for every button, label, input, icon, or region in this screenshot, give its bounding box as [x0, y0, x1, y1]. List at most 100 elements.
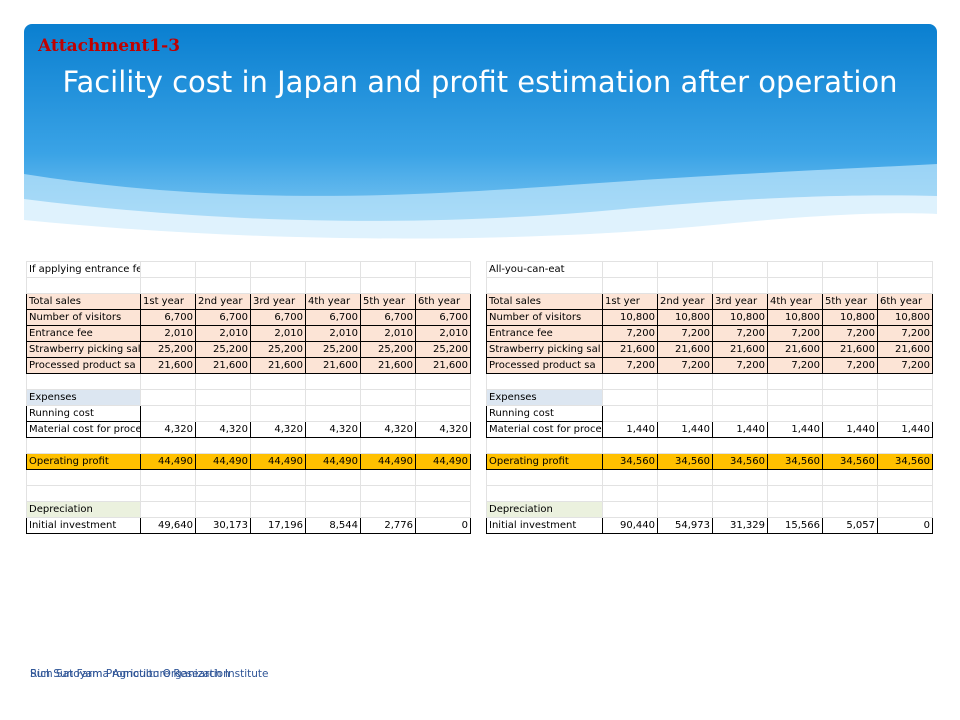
spacer-row	[486, 485, 933, 502]
spacer-row	[486, 469, 933, 486]
table-cell: 21,600	[877, 341, 933, 358]
expenses-row: Expenses	[486, 389, 933, 406]
table-cell: 21,600	[360, 357, 416, 374]
table-cell: 25,200	[140, 341, 196, 358]
table-cell: 34,560	[767, 453, 823, 470]
expenses-label: Expenses	[486, 389, 603, 406]
table-cell: 7,200	[712, 325, 768, 342]
operating-profit-row: Operating profit 34,560 34,560 34,560 34…	[486, 453, 933, 470]
table-cell: 2,010	[305, 325, 361, 342]
year-header: 3rd year	[250, 293, 306, 310]
table-cell: 17,196	[250, 517, 306, 534]
running-cost-row: Running cost	[26, 405, 471, 422]
table-cell: 90,440	[602, 517, 658, 534]
year-header-row: Total sales 1st year 2nd year 3rd year 4…	[26, 293, 471, 310]
year-header: 4th year	[305, 293, 361, 310]
row-label: Operating profit	[486, 453, 603, 470]
row-label: Processed product sa	[486, 357, 603, 374]
title-banner	[24, 24, 937, 240]
table-cell: 21,600	[415, 357, 471, 374]
table-row: Initial investment 49,640 30,173 17,196 …	[26, 517, 471, 534]
table-cell: 7,200	[602, 357, 658, 374]
table-cell: 25,200	[305, 341, 361, 358]
table-cell: 6,700	[195, 309, 251, 326]
table-cell: 8,544	[305, 517, 361, 534]
operating-profit-row: Operating profit 44,490 44,490 44,490 44…	[26, 453, 471, 470]
spacer-row	[486, 373, 933, 390]
depreciation-label: Depreciation	[486, 501, 603, 518]
table-cell: 7,200	[822, 357, 878, 374]
table-cell: 1,440	[712, 421, 768, 438]
table-cell: 34,560	[657, 453, 713, 470]
footer-line-1: Rich Satoyama Agriculture Research Insti…	[30, 668, 269, 680]
table-cell: 25,200	[195, 341, 251, 358]
table-cell: 2,776	[360, 517, 416, 534]
table-cell: 21,600	[822, 341, 878, 358]
table-cell: 1,440	[657, 421, 713, 438]
table-row: Number of visitors 6,700 6,700 6,700 6,7…	[26, 309, 471, 326]
table-cell: 44,490	[250, 453, 306, 470]
row-label: Operating profit	[26, 453, 141, 470]
table-row: Material cost for proce 4,320 4,320 4,32…	[26, 421, 471, 438]
spacer-row	[486, 277, 933, 294]
table-cell: 1,440	[767, 421, 823, 438]
table-cell: 7,200	[877, 325, 933, 342]
row-label: Material cost for proce	[26, 421, 141, 438]
spacer-row	[26, 437, 471, 454]
table-cell: 44,490	[140, 453, 196, 470]
table-row: Material cost for proce 1,440 1,440 1,44…	[486, 421, 933, 438]
table-cell: 0	[877, 517, 933, 534]
table-row: Initial investment 90,440 54,973 31,329 …	[486, 517, 933, 534]
table-cell: 54,973	[657, 517, 713, 534]
table-cell: 21,600	[602, 341, 658, 358]
row-label: Initial investment	[26, 517, 141, 534]
year-header: 5th year	[822, 293, 878, 310]
table-cell: 21,600	[250, 357, 306, 374]
spacer-row	[26, 469, 471, 486]
footer-line-2: Sun Sun Farm Promotion Organization	[30, 668, 230, 680]
table-cell: 7,200	[602, 325, 658, 342]
table-cell: 4,320	[415, 421, 471, 438]
row-label: Number of visitors	[486, 309, 603, 326]
table-cell: 44,490	[415, 453, 471, 470]
table-cell: 4,320	[140, 421, 196, 438]
year-header: 5th year	[360, 293, 416, 310]
table-cell: 6,700	[415, 309, 471, 326]
spacer-row	[486, 437, 933, 454]
table-cell: 25,200	[250, 341, 306, 358]
table-cell: 2,010	[250, 325, 306, 342]
table-cell: 10,800	[657, 309, 713, 326]
depreciation-row: Depreciation	[486, 501, 933, 518]
row-label: Material cost for proce	[486, 421, 603, 438]
table-cell: 1,440	[822, 421, 878, 438]
year-header-row: Total sales 1st yer 2nd year 3rd year 4t…	[486, 293, 933, 310]
year-header: 6th year	[415, 293, 471, 310]
table-cell: 21,600	[657, 341, 713, 358]
year-header: 1st year	[140, 293, 196, 310]
year-header: 4th year	[767, 293, 823, 310]
table-cell: 44,490	[305, 453, 361, 470]
spacer-row	[26, 485, 471, 502]
table-cell: 21,600	[767, 341, 823, 358]
year-header: 6th year	[877, 293, 933, 310]
table-caption: If applying entrance fee system	[26, 261, 141, 278]
depreciation-row: Depreciation	[26, 501, 471, 518]
row-label: Initial investment	[486, 517, 603, 534]
running-cost-label: Running cost	[26, 405, 141, 422]
total-sales-label: Total sales	[26, 293, 141, 310]
entrance-fee-table: If applying entrance fee system Total sa…	[26, 261, 471, 534]
table-cell: 2,010	[140, 325, 196, 342]
table-cell: 7,200	[767, 325, 823, 342]
table-cell: 6,700	[305, 309, 361, 326]
table-cell: 44,490	[195, 453, 251, 470]
table-cell: 30,173	[195, 517, 251, 534]
table-caption-row: All-you-can-eat	[486, 261, 933, 278]
table-row: Strawberry picking sal 21,600 21,600 21,…	[486, 341, 933, 358]
row-label: Entrance fee	[26, 325, 141, 342]
all-you-can-eat-table: All-you-can-eat Total sales 1st yer 2nd …	[486, 261, 933, 534]
table-cell: 25,200	[415, 341, 471, 358]
page-title: Facility cost in Japan and profit estima…	[62, 65, 898, 99]
table-cell: 7,200	[657, 325, 713, 342]
table-cell: 21,600	[140, 357, 196, 374]
table-row: Entrance fee 2,010 2,010 2,010 2,010 2,0…	[26, 325, 471, 342]
